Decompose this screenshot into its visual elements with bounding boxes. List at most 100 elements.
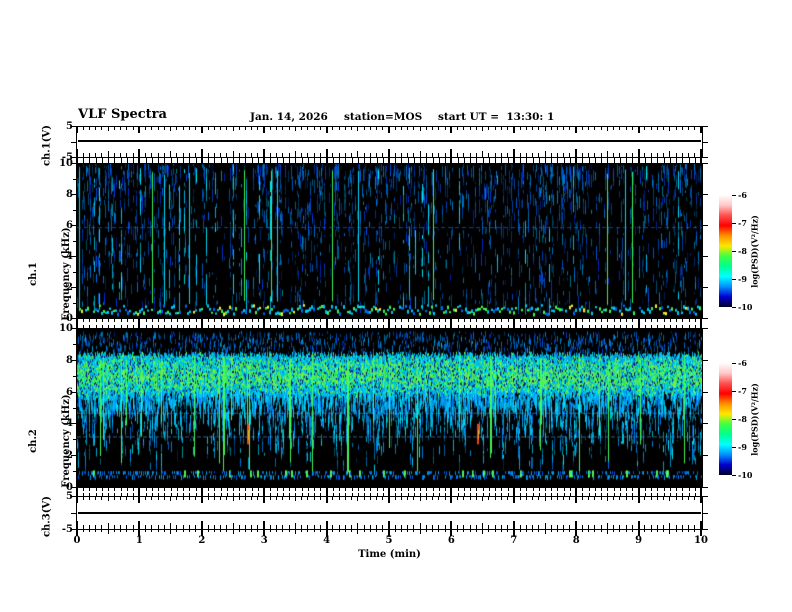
x-tick-label: 9 (635, 535, 643, 546)
tick-mark (607, 319, 609, 322)
tick-mark (703, 318, 708, 319)
tick-mark (157, 127, 159, 130)
tick-mark (688, 319, 690, 322)
tick-mark (519, 153, 521, 157)
tick-mark (351, 493, 353, 496)
tick-mark (682, 160, 684, 163)
colorbar-tick-label: -6 (738, 358, 747, 368)
tick-mark (676, 158, 678, 161)
tick-mark (145, 153, 147, 157)
tick-mark (307, 493, 309, 496)
tick-mark (395, 158, 397, 161)
tick-mark (294, 530, 296, 534)
tick-mark (307, 488, 309, 491)
tick-mark (601, 493, 603, 496)
tick-mark (138, 149, 141, 157)
tick-mark (339, 488, 341, 491)
tick-mark (606, 497, 608, 501)
x-tick-label: 10 (694, 535, 708, 546)
tick-mark (507, 493, 509, 496)
tick-mark (164, 493, 166, 496)
tick-mark (73, 343, 76, 345)
tick-mark (369, 525, 371, 529)
tick-mark (500, 530, 502, 532)
tick-mark (532, 325, 534, 328)
tick-mark (301, 488, 303, 491)
tick-mark (233, 319, 234, 322)
tick-mark (563, 158, 565, 161)
tick-mark (657, 158, 659, 161)
tick-mark (164, 160, 166, 163)
tick-mark (220, 530, 222, 532)
tick-mark (469, 497, 471, 500)
tick-mark (703, 287, 708, 288)
strip1-ymax-label: 5 (66, 121, 73, 132)
tick-mark (313, 127, 315, 130)
y-tick-label: 10 (59, 158, 73, 169)
tick-mark (164, 158, 166, 161)
tick-mark (703, 194, 708, 195)
tick-mark (663, 319, 665, 322)
tick-mark (325, 149, 328, 157)
tick-mark (294, 151, 296, 157)
tick-mark (476, 488, 478, 491)
tick-mark (703, 142, 708, 143)
tick-mark (200, 497, 203, 503)
tick-mark (126, 319, 128, 322)
tick-mark (188, 525, 190, 529)
tick-mark (538, 530, 540, 532)
tick-mark (108, 160, 110, 163)
tick-mark (575, 158, 578, 163)
tick-mark (476, 158, 478, 161)
tick-mark (400, 127, 402, 130)
tick-mark (189, 493, 191, 496)
tick-mark (238, 530, 240, 532)
tick-mark (732, 447, 736, 448)
tick-mark (463, 319, 465, 322)
tick-mark (345, 158, 347, 161)
tick-mark (220, 319, 222, 322)
tick-mark (732, 195, 736, 196)
tick-mark (557, 493, 559, 496)
tick-mark (307, 160, 309, 163)
tick-mark (463, 525, 465, 529)
tick-mark (226, 160, 228, 163)
tick-mark (314, 158, 316, 161)
tick-mark (663, 325, 665, 328)
tick-mark (382, 530, 384, 532)
tick-mark (445, 160, 447, 163)
tick-mark (82, 153, 84, 157)
tick-mark (482, 497, 484, 501)
tick-mark (76, 521, 78, 529)
tick-mark (244, 530, 246, 532)
tick-mark (494, 127, 496, 130)
tick-mark (656, 127, 658, 130)
tick-mark (301, 160, 303, 163)
tick-mark (669, 319, 671, 322)
tick-mark (226, 488, 228, 491)
tick-mark (176, 319, 178, 322)
tick-mark (581, 153, 583, 157)
ch2-spectrogram-panel (76, 328, 703, 488)
tick-mark (238, 127, 240, 130)
tick-mark (270, 488, 272, 491)
tick-mark (413, 127, 415, 130)
tick-mark (676, 325, 678, 328)
tick-mark (494, 530, 496, 532)
tick-mark (382, 158, 384, 161)
tick-mark (170, 319, 172, 322)
tick-mark (71, 423, 76, 425)
tick-mark (413, 497, 415, 500)
tick-mark (382, 127, 384, 130)
tick-mark (263, 158, 266, 163)
tick-mark (220, 158, 222, 161)
tick-mark (631, 153, 633, 157)
tick-mark (594, 493, 596, 496)
tick-mark (282, 158, 284, 161)
tick-mark (220, 488, 222, 491)
tick-mark (382, 319, 384, 322)
tick-mark (151, 160, 153, 163)
tick-mark (588, 160, 590, 163)
tick-mark (519, 127, 521, 130)
tick-mark (519, 497, 521, 500)
